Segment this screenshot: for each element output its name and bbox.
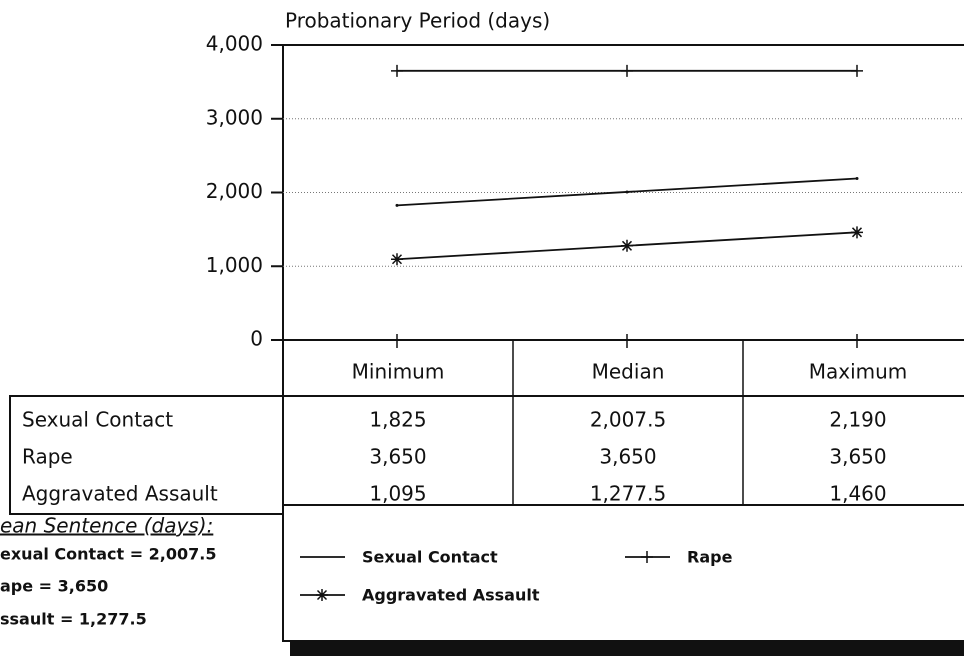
y-tick-label: 3,000: [206, 105, 263, 129]
y-tick-label: 2,000: [206, 179, 263, 203]
annotation: ape = 3,650: [0, 577, 108, 596]
legend-box: [282, 504, 964, 642]
legend-label: Aggravated Assault: [362, 586, 540, 605]
table-cell: 3,650: [369, 445, 426, 469]
table-row-label: Rape: [22, 445, 73, 469]
marker: [395, 203, 399, 207]
table-cell: 3,650: [599, 445, 656, 469]
table-cell: 1,277.5: [590, 482, 666, 506]
annotation: ssault = 1,277.5: [0, 610, 147, 629]
marker: [641, 551, 653, 563]
table-row-label: Aggravated Assault: [22, 482, 218, 506]
table-header: Maximum: [809, 360, 908, 384]
table-header: Minimum: [352, 360, 445, 384]
marker: [625, 190, 629, 194]
annotation: exual Contact = 2,007.5: [0, 545, 216, 564]
marker: [621, 239, 633, 252]
table-cell: 1,095: [369, 482, 426, 506]
marker: [621, 64, 633, 77]
marker: [851, 226, 863, 239]
chart-title: Probationary Period (days): [285, 9, 550, 33]
marker: [851, 64, 863, 77]
marker: [391, 253, 403, 266]
legend-label: Rape: [687, 548, 733, 567]
y-tick-label: 1,000: [206, 253, 263, 277]
legend-shadow: [290, 640, 964, 656]
table-cell: 1,460: [829, 482, 886, 506]
y-tick-label: 0: [250, 327, 263, 351]
annotation-heading: ean Sentence (days):: [0, 514, 213, 538]
marker: [391, 64, 403, 77]
table-cell: 2,007.5: [590, 408, 666, 432]
y-tick-label: 4,000: [206, 32, 263, 56]
table-cell: 2,190: [829, 408, 886, 432]
table-cell: 3,650: [829, 445, 886, 469]
table-row-label: Sexual Contact: [22, 408, 173, 432]
marker: [855, 176, 859, 180]
marker: [316, 589, 328, 601]
table-header: Median: [592, 360, 665, 384]
table-cell: 1,825: [369, 408, 426, 432]
legend-label: Sexual Contact: [362, 548, 498, 567]
